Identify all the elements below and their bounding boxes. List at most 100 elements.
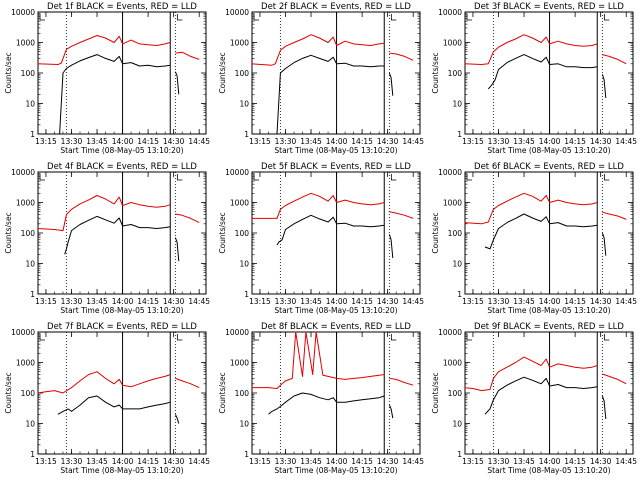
x-tick-label: 14:00 [326,457,348,466]
x-tick-label: 13:45 [86,457,108,466]
corner-mark-right [390,334,397,341]
lld-series-1 [175,51,200,60]
events-series-2 [276,214,385,246]
panel-det-7: Det 7f BLACK = Events, RED = LLD 1 10 100 10… [4,322,210,475]
events-series-3 [174,414,180,424]
y-tick-label: 10 [452,420,462,429]
x-tick-label: 14:30 [377,457,399,466]
x-tick-label: 14:15 [564,297,586,306]
events-series-2 [276,54,385,135]
x-tick-label: 14:00 [539,297,561,306]
y-axis-label: Counts/sec [218,52,227,93]
x-axis-label: Start Time (08-May-05 13:10:20) [274,146,397,155]
x-tick-label: 14:45 [188,457,210,466]
lld-series-0 [251,331,385,389]
x-tick-label: 14:15 [564,137,586,146]
y-tick-label: 10 [452,100,462,109]
lld-series-0 [251,192,385,219]
y-tick-label: 1 [244,290,249,299]
y-axis-label: Counts/sec [431,52,440,93]
panel-title: Det 1f BLACK = Events, RED = LLD [47,2,197,12]
x-tick-label: 13:15 [249,137,271,146]
y-tick-label: 10000 [438,8,462,17]
panel-title: Det 4f BLACK = Events, RED = LLD [47,162,197,172]
corner-mark-right [176,14,183,21]
x-tick-label: 13:45 [300,137,322,146]
lld-series-0 [464,192,598,225]
panel-title: Det 7f BLACK = Events, RED = LLD [47,322,197,332]
y-tick-label: 1 [457,130,462,139]
plot-frame [251,11,421,135]
panel-det-3: Det 3f BLACK = Events, RED = LLD 1 10 100 10… [431,2,637,155]
lld-series-0 [464,34,598,65]
events-series-2 [487,54,598,90]
y-tick-label: 1000 [230,199,249,208]
x-axis-label: Start Time (08-May-05 13:10:20) [487,146,610,155]
corner-mark-left [253,14,259,21]
y-axis-label: Counts/sec [431,372,440,413]
x-tick-label: 14:15 [564,457,586,466]
y-tick-label: 100 [235,389,250,398]
y-tick-label: 1000 [16,359,35,368]
x-tick-label: 13:30 [275,457,297,466]
x-tick-label: 14:15 [137,137,159,146]
x-tick-label: 14:00 [326,137,348,146]
x-tick-label: 14:45 [188,297,210,306]
corner-mark-left [253,334,259,341]
x-tick-label: 13:45 [300,457,322,466]
events-series-3 [388,234,394,259]
corner-mark-right [390,14,397,21]
lld-series-1 [389,52,414,61]
lld-series-1 [602,211,627,220]
panel-det-2: Det 2f BLACK = Events, RED = LLD 1 10 100 10… [218,2,424,155]
x-tick-label: 14:00 [539,137,561,146]
lld-series-0 [37,371,171,394]
x-tick-label: 14:30 [590,137,612,146]
corner-mark-left [466,14,472,21]
y-tick-label: 1 [30,130,35,139]
panel-title: Det 3f BLACK = Events, RED = LLD [474,2,624,12]
x-tick-label: 14:15 [351,297,373,306]
x-tick-label: 14:15 [351,457,373,466]
y-tick-label: 1000 [230,39,249,48]
x-tick-label: 14:00 [326,297,348,306]
x-tick-label: 13:30 [61,457,83,466]
y-tick-label: 10 [239,100,249,109]
y-tick-label: 10 [452,260,462,269]
corner-mark-right [603,14,610,21]
corner-mark-right [603,334,610,341]
x-tick-label: 14:30 [163,297,185,306]
x-tick-label: 14:45 [402,457,424,466]
y-tick-label: 10 [25,260,35,269]
x-tick-label: 14:45 [402,137,424,146]
x-tick-label: 14:15 [351,137,373,146]
y-tick-label: 10000 [438,328,462,337]
y-tick-label: 100 [448,389,463,398]
x-axis-label: Start Time (08-May-05 13:10:20) [60,306,183,315]
events-series-3 [601,232,607,256]
y-tick-label: 1000 [16,199,35,208]
y-axis-label: Counts/sec [431,212,440,253]
y-tick-label: 1000 [443,199,462,208]
x-tick-label: 13:15 [249,457,271,466]
x-tick-label: 14:30 [377,137,399,146]
lld-series-0 [464,356,598,392]
y-tick-label: 100 [235,229,250,238]
panel-det-4: Det 4f BLACK = Events, RED = LLD 1 10 100 10… [4,162,210,315]
y-tick-label: 1 [30,290,35,299]
x-tick-label: 13:15 [249,297,271,306]
lld-series-0 [37,35,171,65]
y-axis-label: Counts/sec [4,372,13,413]
y-tick-label: 100 [21,229,36,238]
y-tick-label: 1 [244,130,249,139]
events-series-2 [57,395,171,415]
y-tick-label: 10000 [225,8,249,17]
x-tick-label: 13:45 [513,137,535,146]
events-series-2 [484,213,598,250]
corner-mark-left [466,174,472,181]
x-tick-label: 14:45 [615,297,637,306]
events-series-3 [388,72,394,96]
y-tick-label: 100 [235,69,250,78]
x-tick-label: 14:45 [615,457,637,466]
